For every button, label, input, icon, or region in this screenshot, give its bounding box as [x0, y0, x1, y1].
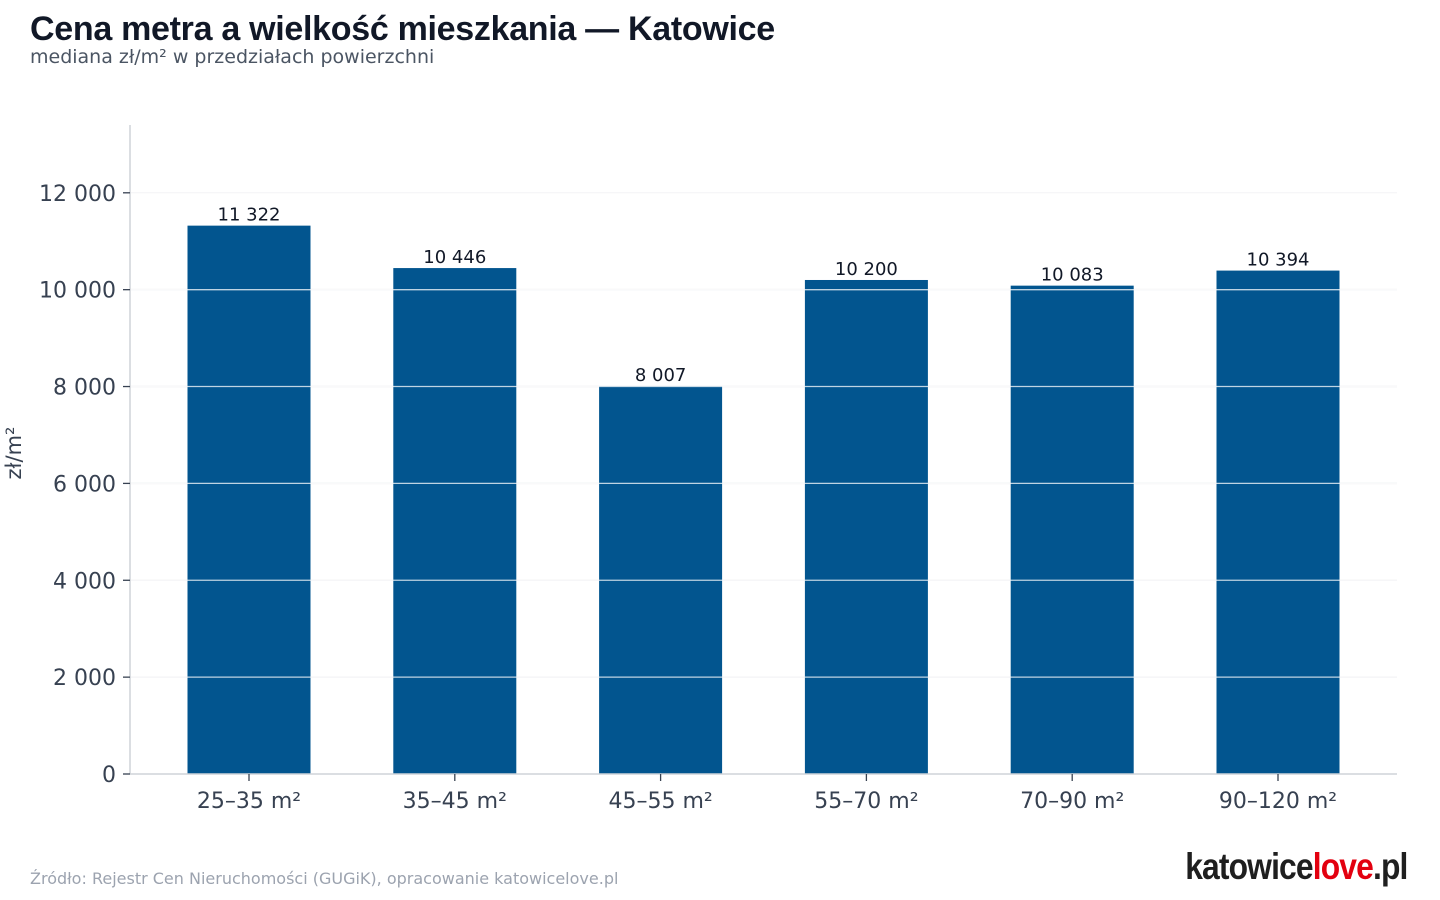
- y-tick-label-4: 8 000: [53, 376, 116, 401]
- brand-logo-part-1: katowice: [1185, 846, 1314, 887]
- y-tick-label-1: 2 000: [53, 666, 116, 691]
- x-tick-label-4: 70–90 m²: [1020, 789, 1124, 814]
- bar-1: [393, 268, 517, 774]
- y-tick-label-6: 12 000: [39, 182, 116, 207]
- y-tick-label-5: 10 000: [39, 279, 116, 304]
- y-tick-label-0: 0: [102, 763, 116, 788]
- bar-4: [1010, 285, 1134, 774]
- brand-logo-part-2: love: [1313, 846, 1374, 887]
- x-tick-label-3: 55–70 m²: [814, 789, 918, 814]
- data-label-1: 10 446: [423, 247, 486, 268]
- chart-title: Cena metra a wielkość mieszkania — Katow…: [30, 10, 775, 48]
- x-tick-label-1: 35–45 m²: [403, 789, 507, 814]
- bar-0: [187, 225, 311, 774]
- bar-3: [804, 279, 928, 774]
- brand-logo: katowicelove.pl: [1185, 846, 1409, 888]
- data-label-4: 10 083: [1041, 265, 1104, 286]
- brand-logo-part-3: .pl: [1373, 846, 1408, 887]
- y-axis-label: zł/m²: [2, 427, 26, 480]
- source-note: Źródło: Rejestr Cen Nieruchomości (GUGiK…: [30, 869, 619, 888]
- x-tick-label-2: 45–55 m²: [608, 789, 712, 814]
- bar-5: [1216, 270, 1340, 774]
- chart-subtitle: mediana zł/m² w przedziałach powierzchni: [30, 46, 435, 68]
- x-tick-label-0: 25–35 m²: [197, 789, 301, 814]
- data-label-0: 11 322: [218, 205, 281, 226]
- x-tick-label-5: 90–120 m²: [1219, 789, 1337, 814]
- data-label-2: 8 007: [635, 365, 687, 386]
- data-label-3: 10 200: [835, 259, 898, 280]
- y-tick-label-2: 4 000: [53, 569, 116, 594]
- data-label-5: 10 394: [1247, 250, 1310, 271]
- y-tick-label-3: 6 000: [53, 472, 116, 497]
